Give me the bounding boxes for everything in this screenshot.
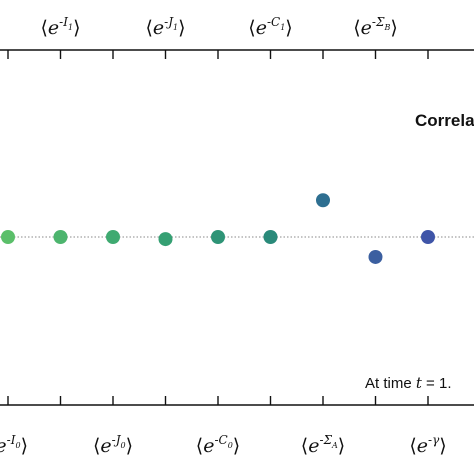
data-point	[421, 230, 435, 244]
data-point	[263, 230, 278, 244]
data-point	[158, 232, 173, 247]
bottom-tick-label: ⟨e-γ⟩	[409, 433, 446, 457]
time-annotation: At time t = 1.	[365, 374, 452, 392]
data-point	[1, 230, 15, 244]
bottom-tick-group: ⟨e-I0⟩ ⟨e-J0⟩ ⟨e-C0⟩ ⟨e-ΣA⟩ ⟨e-γ⟩	[0, 433, 447, 457]
plot-frame	[0, 49, 474, 406]
data-point	[53, 230, 68, 244]
top-tick-label: ⟨e-I1⟩	[41, 15, 81, 39]
bottom-tick-label: ⟨e-J0⟩	[93, 433, 133, 457]
top-tick-label: ⟨e-ΣB⟩	[353, 15, 398, 39]
data-point	[106, 230, 120, 244]
chart-title: Correla	[415, 111, 474, 130]
data-point	[316, 193, 330, 208]
data-point	[211, 230, 225, 244]
bottom-tick-label: ⟨e-C0⟩	[196, 433, 240, 457]
data-points	[1, 193, 435, 264]
bottom-tick-label: ⟨e-ΣA⟩	[301, 433, 345, 457]
top-tick-group: ⟨e-I1⟩ ⟨e-J1⟩ ⟨e-C1⟩ ⟨e-ΣB⟩	[41, 15, 398, 39]
data-point	[368, 249, 383, 264]
bottom-tick-label: ⟨e-I0⟩	[0, 433, 28, 457]
top-tick-label: ⟨e-J1⟩	[145, 15, 185, 39]
top-tick-label: ⟨e-C1⟩	[248, 15, 292, 39]
